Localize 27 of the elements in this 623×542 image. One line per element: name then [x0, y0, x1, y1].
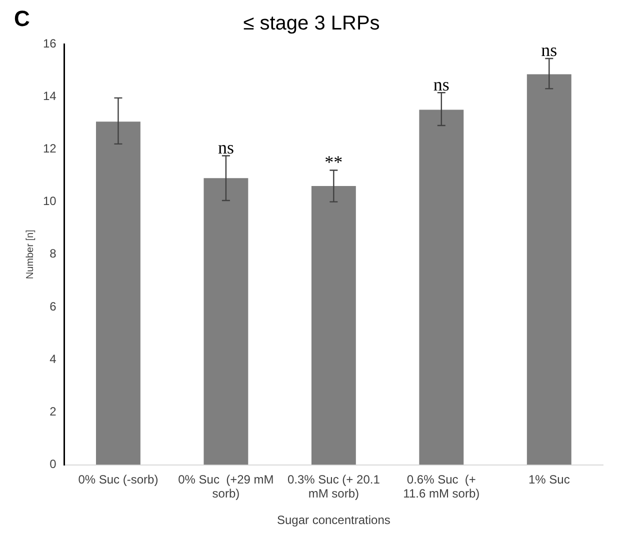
y-tick-label: 12 — [42, 142, 57, 156]
bar — [96, 122, 140, 465]
chart-title: ≤ stage 3 LRPs — [243, 12, 380, 35]
bar — [204, 178, 248, 465]
y-tick-label: 4 — [50, 352, 57, 366]
x-axis-title: Sugar concentrations — [276, 513, 390, 528]
y-tick-label: 6 — [50, 299, 57, 314]
bar — [311, 186, 356, 465]
x-tick-label: 0.6% Suc (+ 11.6 mM sorb) — [403, 472, 480, 501]
annotation: ns — [218, 138, 234, 158]
bar — [526, 74, 572, 465]
y-tick-label: 0 — [50, 457, 57, 472]
y-tick-label: 8 — [50, 246, 57, 261]
bar — [419, 110, 464, 465]
y-tick-label: 14 — [42, 88, 57, 103]
y-tick-label: 10 — [42, 194, 57, 208]
x-tick-label: 0.3% Suc (+ 20.1 mM sorb) — [287, 472, 380, 501]
annotation: ns — [433, 74, 450, 94]
y-tick-label: 16 — [42, 36, 57, 50]
annotation: ns — [541, 40, 558, 60]
text: C — [14, 6, 30, 32]
y-tick-label: 2 — [50, 404, 57, 419]
x-tick-label: 1% Suc — [528, 472, 570, 486]
x-tick-label: 0% Suc (-sorb) — [78, 472, 158, 486]
annotation: ** — [324, 152, 343, 172]
x-tick-label: 0% Suc (+29 mM sorb) — [178, 472, 274, 501]
y-axis-title: Number [n] — [24, 229, 36, 280]
